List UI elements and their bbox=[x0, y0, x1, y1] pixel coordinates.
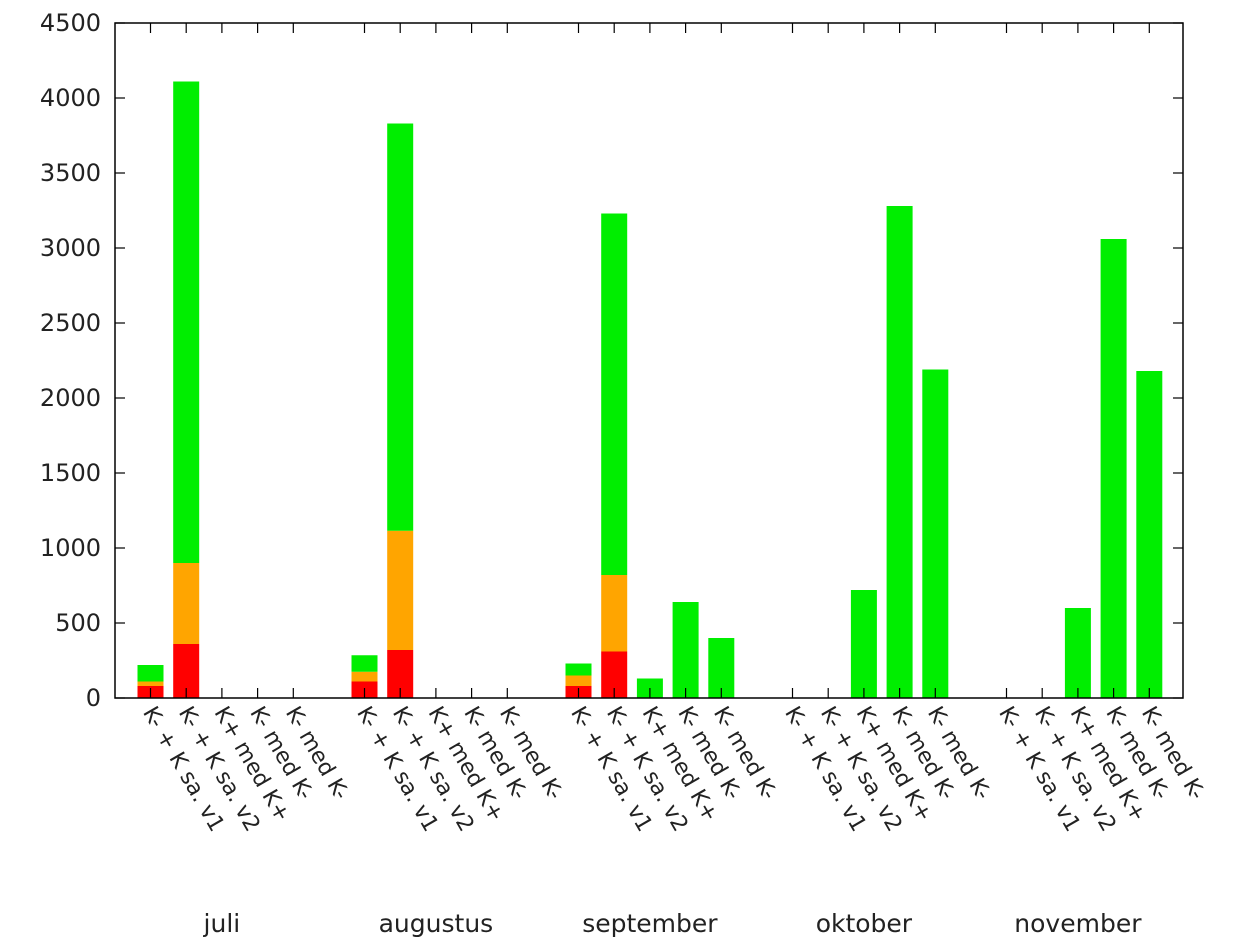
bars-layer bbox=[137, 81, 1163, 698]
bar-segment-orange bbox=[387, 530, 414, 650]
bar-segment-green bbox=[1136, 371, 1163, 698]
bar-segment-orange bbox=[137, 681, 164, 686]
y-tick-label: 2000 bbox=[40, 384, 101, 412]
bar-segment-orange bbox=[565, 675, 592, 686]
y-tick-label: 2500 bbox=[40, 309, 101, 337]
bar-segment-green bbox=[137, 665, 164, 682]
bar-segment-green bbox=[387, 123, 414, 531]
bar-segment-green bbox=[850, 590, 877, 698]
bar-segment-orange bbox=[601, 575, 628, 652]
y-tick-label: 4000 bbox=[40, 84, 101, 112]
bar-segment-green bbox=[351, 655, 378, 672]
plot-frame bbox=[114, 22, 1184, 699]
bar-segment-green bbox=[1100, 239, 1127, 698]
x-group-label: augustus bbox=[379, 909, 494, 938]
y-tick-label: 3000 bbox=[40, 234, 101, 262]
bar-segment-green bbox=[173, 81, 200, 563]
bar-segment-green bbox=[672, 602, 699, 698]
y-tick-label: 1000 bbox=[40, 534, 101, 562]
bar-segment-green bbox=[601, 213, 628, 575]
x-group-label: oktober bbox=[816, 909, 913, 938]
bar-segment-green bbox=[922, 369, 949, 698]
bar-segment-green bbox=[1064, 608, 1091, 698]
y-tick-label: 0 bbox=[86, 684, 101, 712]
y-tick-label: 4500 bbox=[40, 9, 101, 37]
bar-segment-orange bbox=[351, 671, 378, 682]
y-tick-label: 500 bbox=[55, 609, 101, 637]
y-tick-label: 3500 bbox=[40, 159, 101, 187]
x-group-label: november bbox=[1014, 909, 1142, 938]
x-group-label: juli bbox=[203, 909, 241, 938]
bar-segment-green bbox=[565, 663, 592, 676]
x-group-label: september bbox=[582, 909, 718, 938]
y-tick-label: 1500 bbox=[40, 459, 101, 487]
bar-segment-orange bbox=[173, 563, 200, 644]
bar-segment-green bbox=[886, 206, 913, 698]
